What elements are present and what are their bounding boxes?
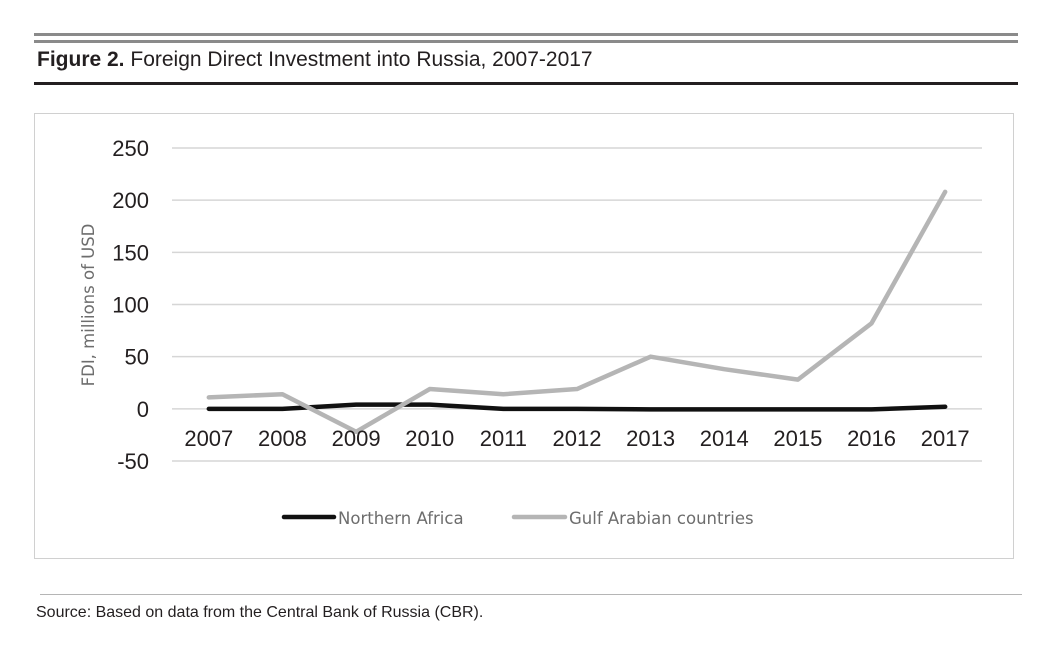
- legend: Northern Africa Gulf Arabian countries: [281, 509, 754, 528]
- title-rule: [34, 82, 1018, 85]
- x-tick-label: 2007: [184, 426, 233, 451]
- top-rule-2: [34, 40, 1018, 43]
- top-rule-1: [34, 33, 1018, 36]
- gridlines: [172, 147, 982, 462]
- x-tick-label: 2013: [626, 426, 675, 451]
- series-line-1: [206, 189, 948, 435]
- figure-title-text: Foreign Direct Investment into Russia, 2…: [130, 48, 593, 71]
- y-tick-label: 150: [112, 240, 149, 265]
- figure-label: Figure 2.: [37, 48, 125, 71]
- x-tick-label: 2008: [258, 426, 307, 451]
- x-tick-label: 2017: [921, 426, 970, 451]
- chart-frame: [34, 113, 1014, 559]
- x-tick-label: 2009: [332, 426, 381, 451]
- x-tick-labels: 2007 2008 2009 2010 2011 2012 2013 2014 2015 2016…: [184, 426, 969, 451]
- x-tick-label: 2014: [700, 426, 749, 451]
- y-tick-label: 100: [112, 293, 149, 318]
- x-tick-label: 2010: [405, 426, 454, 451]
- series-lines: [206, 189, 948, 435]
- x-tick-label: 2015: [773, 426, 822, 451]
- source-rule: [40, 594, 1022, 595]
- x-tick-label: 2011: [480, 426, 527, 451]
- figure-title: Figure 2. Foreign Direct Investment into…: [37, 48, 593, 72]
- y-tick-label: 50: [125, 345, 149, 370]
- series-line-0: [206, 402, 948, 412]
- y-axis-label: FDI, millions of USD: [79, 224, 98, 387]
- x-tick-label: 2012: [553, 426, 602, 451]
- legend-label-0: Northern Africa: [338, 509, 464, 528]
- x-tick-label: 2016: [847, 426, 896, 451]
- source-note: Source: Based on data from the Central B…: [36, 604, 484, 621]
- y-tick-label: 250: [112, 136, 149, 161]
- y-tick-label: 0: [137, 397, 149, 422]
- y-tick-labels: -50 0 50 100 150 200 250: [112, 136, 149, 474]
- y-tick-label: 200: [112, 188, 149, 213]
- y-tick-label: -50: [117, 449, 149, 474]
- legend-label-1: Gulf Arabian countries: [569, 509, 754, 528]
